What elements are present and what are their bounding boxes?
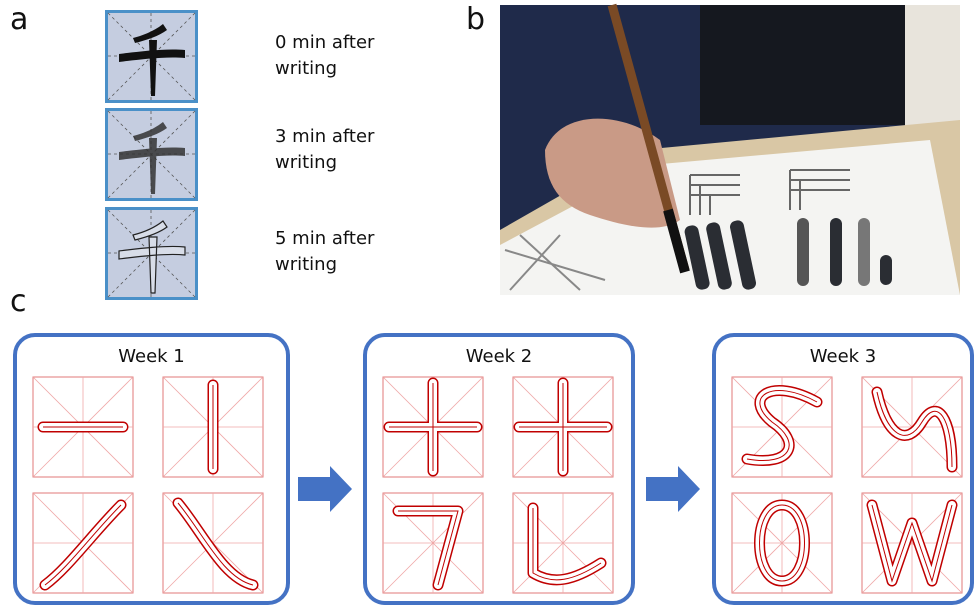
caption: 5 min after writing [275, 226, 387, 278]
week-box: Week 2 [365, 335, 633, 603]
practice-square [163, 377, 263, 477]
week-box: Week 1 [15, 335, 288, 603]
practice-square [33, 377, 133, 477]
panel-label: c [10, 284, 27, 319]
practice-square [383, 377, 483, 477]
caption: 0 min after writing [275, 30, 387, 82]
character-tile [107, 110, 197, 200]
photo [500, 5, 960, 295]
week-title: Week 3 [810, 346, 877, 367]
figure-canvas: Week 1 Week 2 Week 3 [0, 0, 974, 610]
practice-square [383, 493, 483, 593]
practice-square [732, 377, 832, 477]
week-box: Week 3 [714, 335, 972, 603]
practice-square [732, 493, 832, 593]
panel-label: b [466, 2, 485, 37]
figure: Week 1 Week 2 Week 3 a b c 0 min after wri… [0, 0, 974, 610]
sweater [700, 5, 910, 125]
practice-square [33, 493, 133, 593]
practice-square [513, 377, 613, 477]
box-frame [15, 335, 288, 603]
week-title: Week 2 [466, 346, 533, 367]
caption: 3 min after writing [275, 124, 387, 176]
practice-square [513, 493, 613, 593]
practice-square [862, 493, 962, 593]
week-title: Week 1 [118, 346, 185, 367]
arrow [298, 466, 352, 512]
character-tile [107, 12, 197, 102]
character-tile [107, 209, 197, 299]
arrow [646, 466, 700, 512]
practice-square [163, 493, 263, 593]
practice-square [862, 377, 962, 477]
panel-label: a [10, 2, 28, 37]
